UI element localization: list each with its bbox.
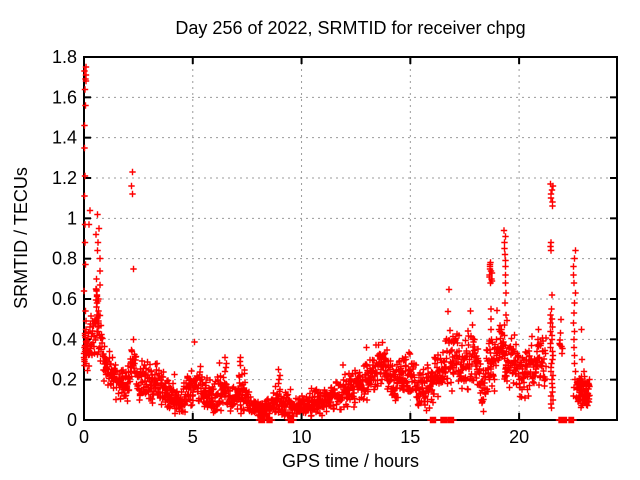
y-tick-label: 1.8 (52, 47, 77, 67)
x-tick-label: 5 (188, 427, 198, 447)
chart-title: Day 256 of 2022, SRMTID for receiver chp… (175, 18, 526, 38)
x-tick-label: 0 (79, 427, 89, 447)
x-tick-label: 20 (509, 427, 529, 447)
y-tick-label: 1 (67, 208, 77, 228)
y-tick-label: 0.2 (52, 370, 77, 390)
x-tick-label: 10 (292, 427, 312, 447)
y-tick-label: 1.6 (52, 87, 77, 107)
y-tick-label: 1.2 (52, 168, 77, 188)
data-points (80, 63, 593, 424)
tick-labels: 0 5 10 15 20 0 0.2 0.4 0.6 0.8 1 1.2 1.4 1.6 1.8 (52, 47, 529, 447)
y-tick-label: 0 (67, 410, 77, 430)
x-tick-label: 15 (400, 427, 420, 447)
y-tick-label: 0.8 (52, 249, 77, 269)
y-tick-label: 0.6 (52, 289, 77, 309)
plot-border (83, 56, 618, 421)
y-tick-label: 0.4 (52, 329, 77, 349)
y-tick-label: 1.4 (52, 128, 77, 148)
x-axis-label: GPS time / hours (281, 451, 420, 471)
